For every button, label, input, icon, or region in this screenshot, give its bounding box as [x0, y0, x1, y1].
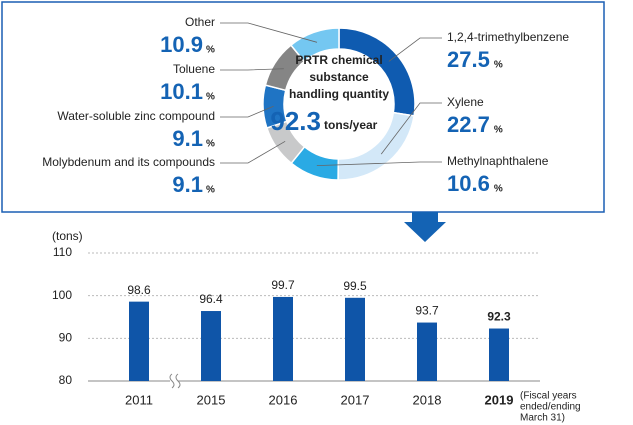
y-tick-label: 80 — [59, 373, 73, 387]
unit-label: % — [494, 125, 503, 136]
value-label: 27.5 — [447, 47, 490, 72]
unit-label: % — [206, 185, 215, 196]
value-label: 10.9 — [160, 32, 203, 57]
leader-line — [388, 37, 442, 62]
value-label: 93.7 — [415, 304, 439, 318]
value-label: 9.1 — [172, 172, 203, 197]
x-tick-label: 2019 — [485, 392, 514, 407]
x-note: (Fiscal years — [520, 391, 577, 402]
bar — [273, 296, 293, 381]
down-arrow — [404, 212, 446, 242]
unit-label: % — [206, 139, 215, 150]
category-label: Water-soluble zinc compound — [57, 109, 215, 123]
bar — [129, 301, 149, 381]
unit-label: % — [206, 45, 215, 56]
donut-segment — [289, 27, 340, 63]
bar — [345, 297, 365, 381]
category-label: Xylene — [447, 95, 484, 109]
value-label: 98.6 — [127, 283, 151, 297]
category-label: Methylnaphthalene — [447, 154, 549, 168]
value-label: 92.3 — [487, 310, 511, 324]
value-label: 10.1 — [160, 79, 203, 104]
category-label: Other — [185, 15, 215, 29]
axis-break — [169, 373, 181, 389]
unit-label: % — [206, 92, 215, 103]
y-tick-label: 110 — [53, 245, 72, 259]
value-label: 22.7 — [447, 112, 490, 137]
value-label: 99.5 — [343, 279, 367, 293]
center-title: handling quantity — [289, 87, 389, 101]
x-note: March 31) — [520, 413, 565, 424]
x-tick-label: 2017 — [341, 392, 370, 407]
unit-label: % — [494, 60, 503, 71]
center-unit: tons/year — [324, 118, 378, 132]
x-tick-label: 2018 — [413, 392, 442, 407]
value-label: 9.1 — [172, 126, 203, 151]
y-axis-label: (tons) — [52, 229, 83, 243]
unit-label: % — [494, 184, 503, 195]
leader-line — [316, 161, 442, 167]
center-title: substance — [309, 70, 369, 84]
y-tick-label: 90 — [59, 331, 73, 345]
y-tick-label: 100 — [52, 288, 72, 302]
bar — [417, 322, 437, 381]
leader-line — [220, 68, 284, 71]
value-label: 99.7 — [271, 278, 295, 292]
category-label: Toluene — [173, 62, 215, 76]
category-label: 1,2,4-trimethylbenzene — [447, 30, 569, 44]
center-total: 92.3 — [270, 106, 321, 136]
x-note: ended/ending — [520, 402, 581, 413]
x-tick-label: 2011 — [125, 392, 153, 407]
center-title: PRTR chemical — [295, 53, 382, 67]
leader-line — [380, 102, 442, 155]
leader-line — [220, 140, 286, 164]
x-tick-label: 2016 — [269, 392, 298, 407]
axis-break-gap — [170, 374, 178, 388]
category-label: Molybdenum and its compounds — [42, 155, 215, 169]
value-label: 10.6 — [447, 171, 490, 196]
bar — [201, 311, 221, 381]
leader-line — [220, 105, 274, 118]
x-tick-label: 2015 — [197, 392, 226, 407]
value-label: 96.4 — [199, 292, 223, 306]
leader-line — [220, 22, 318, 43]
bar — [489, 328, 509, 381]
